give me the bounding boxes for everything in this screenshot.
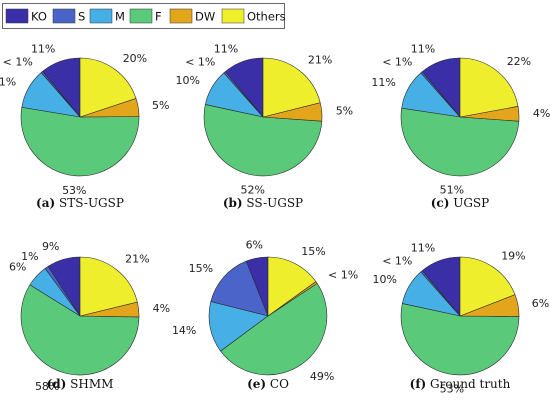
slice-label-m: 11% — [371, 76, 395, 89]
legend-swatch-s — [52, 8, 76, 24]
slice-f — [400, 303, 520, 376]
slice-label-f: 58% — [35, 380, 59, 393]
caption: (c) UGSP — [431, 196, 489, 210]
slice-label-s: < 1% — [185, 56, 215, 69]
slice-label-s: 15% — [189, 262, 213, 275]
caption: (b) SS-UGSP — [223, 196, 303, 210]
slice-label-ko: 11% — [411, 241, 435, 254]
slice-label-m: 14% — [172, 324, 196, 337]
caption: (e) CO — [247, 377, 289, 391]
slice-others — [79, 256, 138, 317]
legend-label-f: F — [155, 10, 162, 24]
caption-text: CO — [266, 377, 289, 391]
legend-label-dw: DW — [195, 10, 215, 24]
slice-label-dw: 5% — [336, 105, 353, 118]
slice-label-ko: 11% — [214, 42, 238, 55]
slice-label-dw: 5% — [152, 99, 169, 112]
slice-label-others: 19% — [501, 250, 525, 263]
caption: (a) STS-UGSP — [36, 196, 124, 210]
pie-chart-d: 9% 1%6% 58% 4% 21% (d) SHMM — [9, 240, 170, 393]
slice-label-m: 11% — [0, 76, 16, 89]
legend-swatch-f — [129, 8, 153, 24]
slice-label-others: 15% — [301, 245, 325, 258]
legend: KO S M F DW Others — [2, 3, 286, 29]
legend-label-ko: KO — [31, 10, 47, 24]
caption: (f) Ground truth — [410, 377, 511, 391]
slice-others — [262, 57, 321, 118]
slice-label-m: 10% — [373, 273, 397, 286]
caption-letter: (b) — [223, 196, 243, 210]
slice-s — [210, 260, 269, 317]
slice-label-others: 21% — [125, 253, 149, 266]
slice-m — [208, 301, 269, 352]
caption-text: Ground truth — [426, 377, 510, 391]
legend-swatch-dw — [169, 8, 193, 24]
caption-text: SHMM — [66, 377, 113, 391]
slice-f — [20, 107, 140, 177]
pie-chart-c: 11%< 1%11%51%4%22%(c) UGSP — [371, 42, 550, 210]
pie-chart-b: 11%< 1% 10% 52% 5% 21% (b) SS-UGSP — [176, 42, 354, 210]
legend-label-m: M — [115, 10, 125, 24]
slice-label-s: < 1% — [382, 56, 412, 69]
slice-label-f: 52% — [240, 183, 264, 196]
legend-swatch-ko — [5, 8, 29, 24]
slice-label-dw: 6% — [532, 297, 549, 310]
slice-label-f: 53% — [440, 383, 464, 396]
caption-letter: (a) — [36, 196, 55, 210]
caption-text: STS-UGSP — [55, 196, 124, 210]
slice-label-m: 10% — [176, 74, 200, 87]
slice-label-ko: 11% — [31, 42, 55, 55]
slice-f — [220, 282, 328, 376]
legend-label-s: S — [78, 10, 85, 24]
slice-label-f: 51% — [440, 184, 464, 197]
caption-letter: (e) — [247, 377, 266, 391]
slice-label-f: 49% — [310, 370, 334, 383]
slice-label-others: 20% — [123, 52, 147, 65]
slice-label-m: 6% — [9, 261, 26, 274]
slice-f — [203, 104, 323, 177]
slice-label-others: 22% — [507, 55, 531, 68]
slice-label-dw: 4% — [153, 302, 170, 315]
slice-others — [267, 256, 317, 317]
slice-label-f: 53% — [62, 184, 86, 197]
slice-label-ko: 11% — [411, 42, 435, 55]
slice-label-s: < 1% — [382, 255, 412, 268]
pie-chart-a: 11%< 1%11%53%5%20%(a) STS-UGSP — [0, 42, 169, 210]
caption-text: SS-UGSP — [243, 196, 304, 210]
slice-others — [459, 57, 519, 118]
slice-label-dw: 4% — [533, 107, 550, 120]
pie-chart-f: 11%< 1% 10% 53% 6% 19% (f) Ground truth — [373, 241, 550, 395]
slice-label-dw: < 1% — [328, 268, 358, 281]
caption-letter: (d) — [47, 377, 67, 391]
slice-label-others: 21% — [308, 54, 332, 67]
slice-label-s: 1% — [21, 250, 38, 263]
caption-letter: (c) — [431, 196, 450, 210]
caption-letter: (f) — [410, 377, 427, 391]
caption: (d) SHMM — [47, 377, 114, 391]
slice-f — [20, 284, 140, 376]
slice-f — [400, 107, 520, 177]
slice-others — [79, 57, 137, 118]
caption-text: UGSP — [449, 196, 489, 210]
legend-label-others: Others — [247, 10, 286, 24]
slice-label-ko: 9% — [42, 240, 59, 253]
pie-chart-e: 6%15%14%49%< 1%15%(e) CO — [172, 238, 358, 391]
slice-others — [459, 256, 516, 317]
legend-swatch-m — [89, 8, 113, 24]
slice-label-ko: 6% — [246, 238, 263, 251]
slice-label-s: < 1% — [3, 55, 33, 68]
legend-swatch-others — [221, 8, 245, 24]
